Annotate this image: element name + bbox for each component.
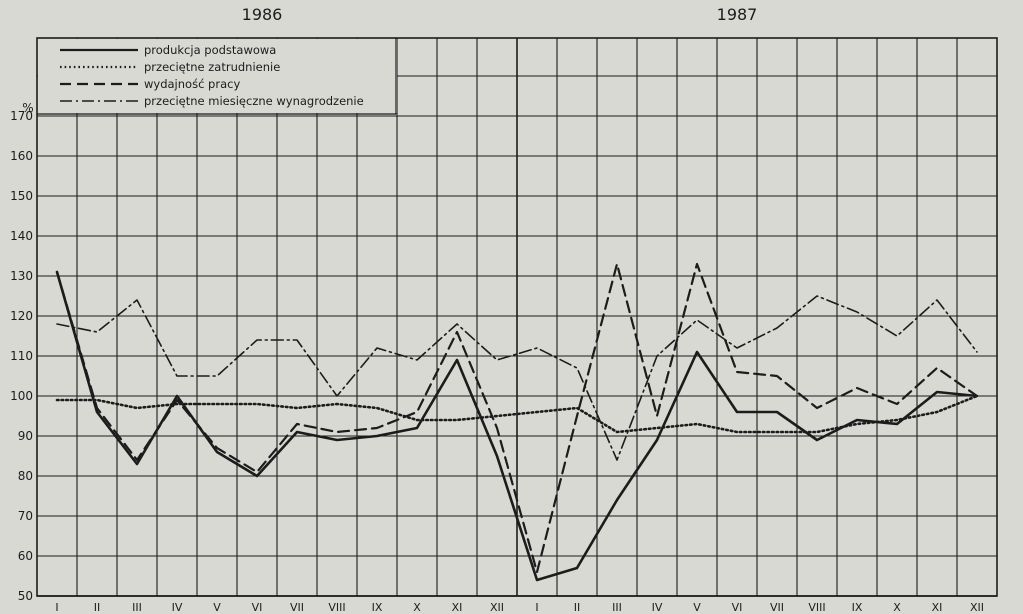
x-tick-label: IX bbox=[372, 601, 383, 614]
series-line-1 bbox=[55, 270, 979, 582]
legend-label: produkcja podstawowa bbox=[144, 43, 276, 57]
y-tick-label: 50 bbox=[18, 589, 33, 603]
legend-label: przeciętne zatrudnienie bbox=[144, 60, 280, 74]
x-tick-label: II bbox=[94, 601, 101, 614]
x-tick-label: IX bbox=[852, 601, 863, 614]
series-lines bbox=[55, 262, 979, 582]
series-line-4 bbox=[56, 295, 978, 461]
x-tick-label: X bbox=[413, 601, 421, 614]
year-label: 1987 bbox=[717, 5, 758, 24]
x-tick-label: II bbox=[574, 601, 581, 614]
y-tick-label: 110 bbox=[10, 349, 33, 363]
legend: produkcja podstawowa przeciętne zatrudnie… bbox=[37, 38, 397, 115]
x-tick-label: VIII bbox=[328, 601, 345, 614]
x-tick-label: VI bbox=[252, 601, 263, 614]
y-axis-label: % bbox=[22, 101, 33, 115]
y-tick-label: 100 bbox=[10, 389, 33, 403]
x-tick-label: IV bbox=[652, 601, 663, 614]
y-tick-label: 80 bbox=[18, 469, 33, 483]
y-tick-label: 140 bbox=[10, 229, 33, 243]
y-tick-label: 160 bbox=[10, 149, 33, 163]
x-tick-label: VII bbox=[290, 601, 304, 614]
series-line-2 bbox=[55, 394, 979, 434]
series-line-3 bbox=[55, 262, 979, 574]
x-tick-label: X bbox=[893, 601, 901, 614]
x-tick-label: IV bbox=[172, 601, 183, 614]
legend-label: wydajność pracy bbox=[144, 77, 240, 91]
year-labels: 1986 1987 bbox=[242, 5, 758, 24]
y-tick-label: 70 bbox=[18, 509, 33, 523]
x-tick-label: VI bbox=[732, 601, 743, 614]
x-tick-label: VIII bbox=[808, 601, 825, 614]
year-label: 1986 bbox=[242, 5, 283, 24]
legend-background bbox=[38, 39, 397, 113]
x-tick-label: XI bbox=[932, 601, 943, 614]
x-tick-label: VII bbox=[770, 601, 784, 614]
y-tick-label: 120 bbox=[10, 309, 33, 323]
x-tick-label: XI bbox=[452, 601, 463, 614]
y-tick-label: 130 bbox=[10, 269, 33, 283]
x-tick-label: I bbox=[535, 601, 538, 614]
y-tick-label: 90 bbox=[18, 429, 33, 443]
y-tick-label: 150 bbox=[10, 189, 33, 203]
x-tick-label: XII bbox=[970, 601, 984, 614]
x-tick-label: V bbox=[213, 601, 221, 614]
grid bbox=[36, 37, 998, 597]
y-tick-label: 60 bbox=[18, 549, 33, 563]
x-tick-label: V bbox=[693, 601, 701, 614]
x-tick-label: III bbox=[612, 601, 622, 614]
legend-label: przeciętne miesięczne wynagrodzenie bbox=[144, 94, 364, 108]
x-tick-label: XII bbox=[490, 601, 504, 614]
x-tick-label: I bbox=[55, 601, 58, 614]
y-tick-label: 170 bbox=[10, 109, 33, 123]
x-tick-label: III bbox=[132, 601, 142, 614]
